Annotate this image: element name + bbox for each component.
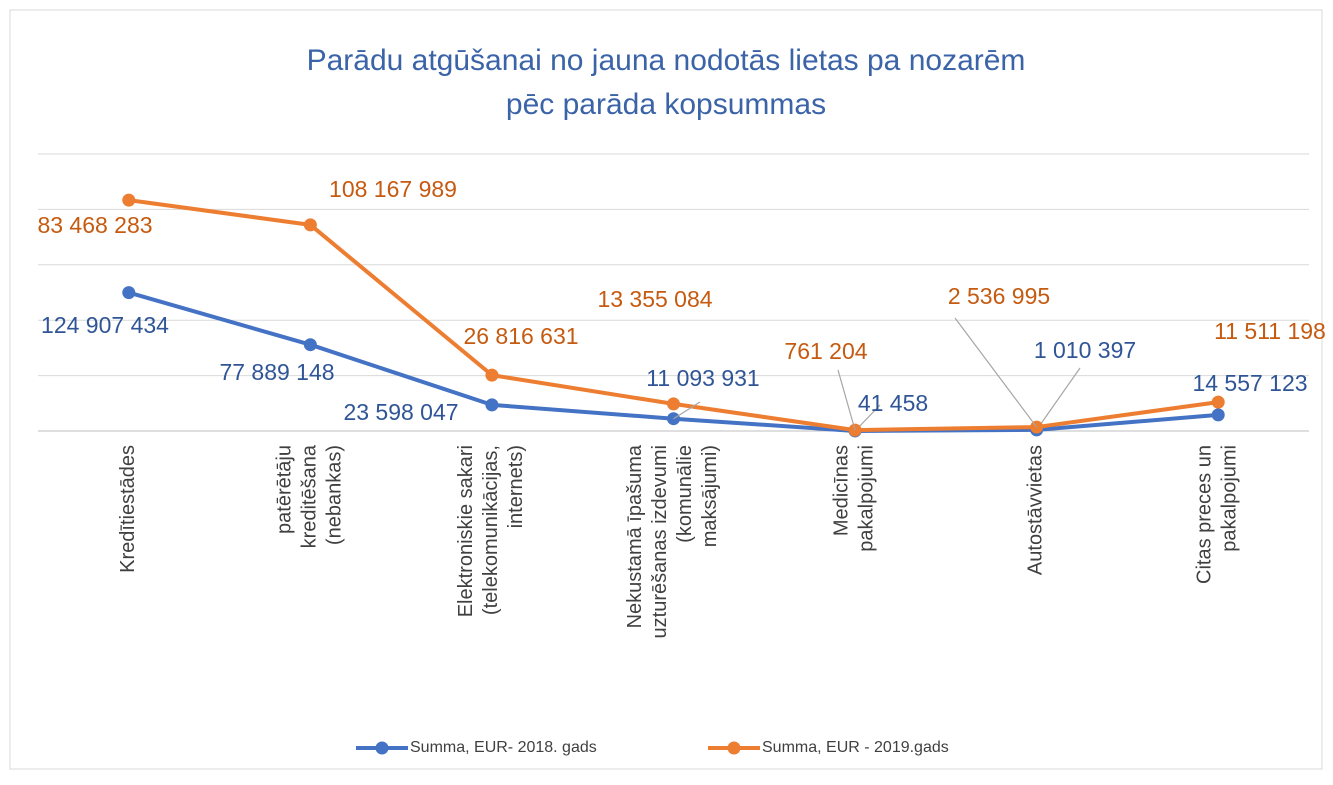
x-tick-label: Kredītiestādes xyxy=(117,445,139,573)
chart-title: Parādu atgūšanai no jauna nodotās lietas… xyxy=(307,44,1026,121)
data-label: 13 355 084 xyxy=(597,286,712,312)
x-tick-label: patērētāju kreditēšana (nebankas) xyxy=(274,444,346,548)
data-point xyxy=(122,286,136,300)
legend-label: Summa, EUR- 2018. gads xyxy=(410,739,597,756)
data-label: 26 816 631 xyxy=(463,323,578,349)
x-tick-label: Elektroniskie sakari (telekomunikācijas, i… xyxy=(455,445,527,617)
legend-marker xyxy=(727,741,741,755)
data-label: 2 536 995 xyxy=(948,283,1050,309)
leader-line xyxy=(1036,367,1081,431)
data-point xyxy=(485,368,499,382)
data-point xyxy=(1211,408,1225,422)
data-label: 41 458 xyxy=(858,390,928,416)
x-tick-label: Nekustamā īpašuma uzturēšanas izdevumi (ko… xyxy=(624,444,721,638)
data-point xyxy=(667,397,680,411)
data-label: 761 204 xyxy=(784,338,867,364)
legend-label: Summa, EUR - 2019.gads xyxy=(762,739,949,756)
data-point xyxy=(1211,395,1225,409)
leader-line xyxy=(673,401,701,420)
legend-marker xyxy=(375,741,389,755)
leader-line xyxy=(954,317,1038,428)
x-tick-label: Citas preces un pakalpojumi xyxy=(1194,445,1241,584)
data-label: 11 511 198 xyxy=(1214,318,1326,344)
x-tick-label: Autostāvvietas xyxy=(1025,445,1047,575)
data-label: 124 907 434 xyxy=(41,312,169,338)
data-point xyxy=(303,338,317,352)
data-label: 1 010 397 xyxy=(1034,337,1136,363)
chart-border xyxy=(9,9,1323,770)
data-label: 11 093 931 xyxy=(646,365,759,391)
data-point xyxy=(485,398,499,412)
leader-line xyxy=(837,369,856,431)
data-label: 14 557 123 xyxy=(1192,370,1307,396)
data-label: 23 598 047 xyxy=(343,399,458,425)
data-point xyxy=(122,193,136,207)
data-label: 108 167 989 xyxy=(329,176,457,202)
data-label: 77 889 148 xyxy=(219,359,334,385)
data-point xyxy=(303,218,317,232)
data-label: 83 468 283 xyxy=(37,212,152,238)
x-tick-label: Medicīnas pakalpojumi xyxy=(831,445,878,552)
